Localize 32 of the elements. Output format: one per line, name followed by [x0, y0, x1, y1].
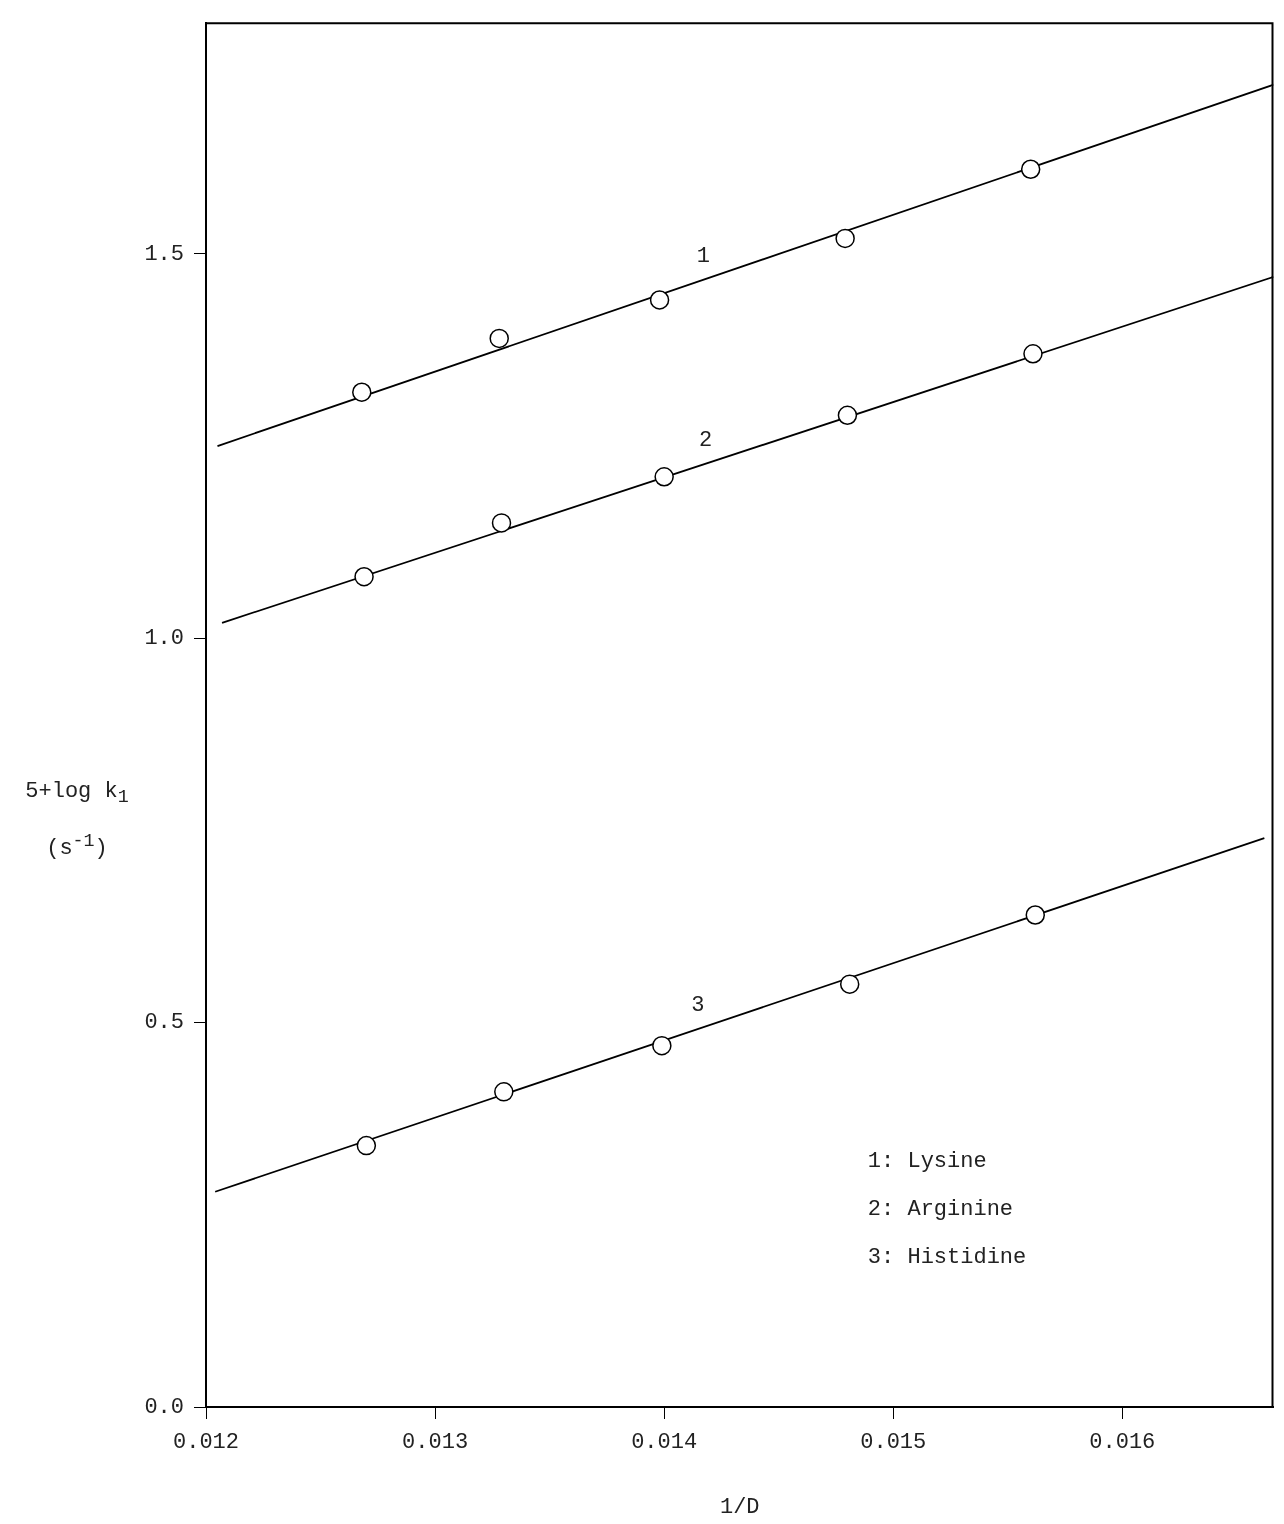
point	[491, 513, 512, 533]
series-label: 1	[696, 243, 710, 269]
y-tick-label: 1.0	[144, 626, 184, 652]
point	[356, 1135, 377, 1156]
point	[489, 328, 509, 349]
annotation: 2: Arginine	[867, 1196, 1014, 1222]
point	[1023, 344, 1043, 364]
x-tick-label: 0.012	[172, 1430, 240, 1456]
annotation: 3: Histidine	[867, 1244, 1027, 1270]
y-tick-label: 0.5	[144, 1010, 184, 1036]
series-label: 2	[699, 427, 713, 453]
point	[839, 974, 860, 994]
y-tick-label: 0.0	[144, 1394, 184, 1420]
point	[1020, 159, 1041, 180]
point	[652, 1035, 672, 1056]
point	[354, 566, 374, 587]
point	[352, 382, 372, 402]
x-tick-label: 0.014	[631, 1430, 698, 1456]
x-tick-label: 0.016	[1089, 1430, 1156, 1456]
point	[654, 467, 674, 487]
point	[1025, 905, 1046, 925]
x-tick-label: 0.013	[402, 1430, 469, 1456]
series-label: 3	[691, 992, 705, 1018]
x-tick-label: 0.015	[860, 1430, 927, 1456]
y-tick-label: 1.5	[144, 241, 184, 267]
text: 5+log k$_{1}$ (s$^{-1}$)	[25, 779, 129, 862]
x-axis-title: 1/D	[719, 1494, 760, 1520]
annotation: 1: Lysine	[867, 1148, 987, 1174]
point	[649, 290, 670, 310]
point	[835, 228, 855, 249]
point	[494, 1082, 514, 1102]
point	[837, 405, 858, 426]
